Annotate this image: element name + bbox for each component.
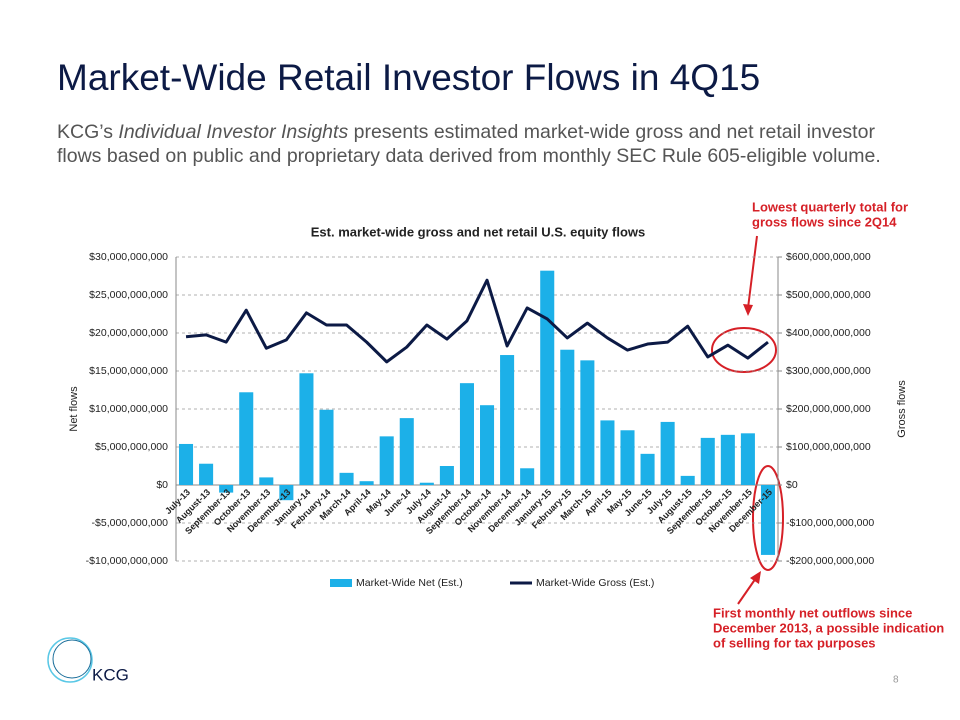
bar — [580, 360, 595, 485]
y2-tick-label: -$100,000,000,000 — [786, 517, 874, 529]
annotation: of selling for tax purposes — [713, 635, 876, 650]
line — [185, 278, 769, 364]
y2-tick-label: $300,000,000,000 — [786, 365, 871, 377]
bar — [319, 409, 334, 485]
logo: KCG — [92, 665, 129, 684]
bar — [680, 475, 695, 485]
bar — [379, 436, 394, 485]
arrow — [737, 577, 757, 605]
bar — [219, 485, 234, 493]
slide-title: Market-Wide Retail Investor Flows in 4Q1… — [57, 57, 760, 98]
bar — [620, 430, 635, 485]
legend-swatch — [330, 579, 352, 587]
bar — [259, 477, 274, 485]
logo-ring — [52, 639, 92, 679]
highlight-circle — [711, 327, 777, 373]
y2-tick-label: $400,000,000,000 — [786, 327, 871, 339]
bar — [359, 481, 374, 485]
annotation: gross flows since 2Q14 — [752, 214, 897, 229]
bar — [199, 463, 214, 485]
bar — [419, 482, 434, 485]
y2-tick-label: -$200,000,000,000 — [786, 555, 874, 567]
y-tick-label: $20,000,000,000 — [89, 327, 168, 339]
bar — [279, 485, 294, 501]
y2-tick-label: $600,000,000,000 — [786, 251, 871, 263]
bar — [520, 468, 535, 485]
bar — [600, 420, 615, 485]
bar — [339, 472, 354, 485]
y-tick-label: $5,000,000,000 — [95, 441, 168, 453]
annotation: Lowest quarterly total for — [752, 199, 908, 214]
page-number: 8 — [893, 675, 899, 686]
bar — [179, 443, 194, 485]
bar — [640, 453, 655, 485]
y2-axis-label: Gross flows — [896, 380, 908, 438]
y2-tick-label: $100,000,000,000 — [786, 441, 871, 453]
bar — [500, 355, 515, 485]
bar — [700, 437, 715, 485]
intro-part: Individual Investor Insights — [118, 121, 349, 143]
intro-part: presents estimated market-wide gross and… — [57, 121, 881, 167]
legend-label: Market-Wide Net (Est.) — [356, 577, 463, 589]
intro-part: KCG’s — [57, 121, 119, 143]
bar — [720, 434, 735, 485]
legend-label: Market-Wide Gross (Est.) — [536, 577, 654, 589]
bar — [480, 405, 495, 485]
bar — [439, 466, 454, 485]
annotation: December 2013, a possible indication — [713, 620, 944, 635]
y-tick-label: $10,000,000,000 — [89, 403, 168, 415]
arrow-head — [750, 571, 761, 584]
y-axis-label: Net flows — [68, 386, 80, 432]
bar — [459, 383, 474, 485]
arrow — [747, 235, 758, 309]
y-tick-label: -$5,000,000,000 — [92, 517, 169, 529]
y2-tick-label: $0 — [786, 479, 798, 491]
bar — [660, 421, 675, 485]
logo-ring — [47, 637, 93, 683]
y-tick-label: $30,000,000,000 — [89, 251, 168, 263]
y2-tick-label: $500,000,000,000 — [786, 289, 871, 301]
bar — [560, 349, 575, 485]
highlight-circle — [752, 465, 784, 571]
chart-title: Est. market-wide gross and net retail U.… — [311, 224, 645, 239]
arrow-head — [743, 304, 753, 316]
y2-tick-label: $200,000,000,000 — [786, 403, 871, 415]
bar — [540, 270, 555, 485]
bar — [760, 485, 775, 555]
y-tick-label: $15,000,000,000 — [89, 365, 168, 377]
annotation: First monthly net outflows since — [713, 605, 912, 620]
bar — [740, 433, 755, 485]
y-tick-label: -$10,000,000,000 — [86, 555, 168, 567]
y-tick-label: $0 — [156, 479, 168, 491]
y-tick-label: $25,000,000,000 — [89, 289, 168, 301]
intro-text: KCG’s Individual Investor Insights prese… — [57, 120, 917, 168]
bar — [299, 373, 314, 485]
bar — [239, 392, 254, 485]
bar — [399, 418, 414, 485]
